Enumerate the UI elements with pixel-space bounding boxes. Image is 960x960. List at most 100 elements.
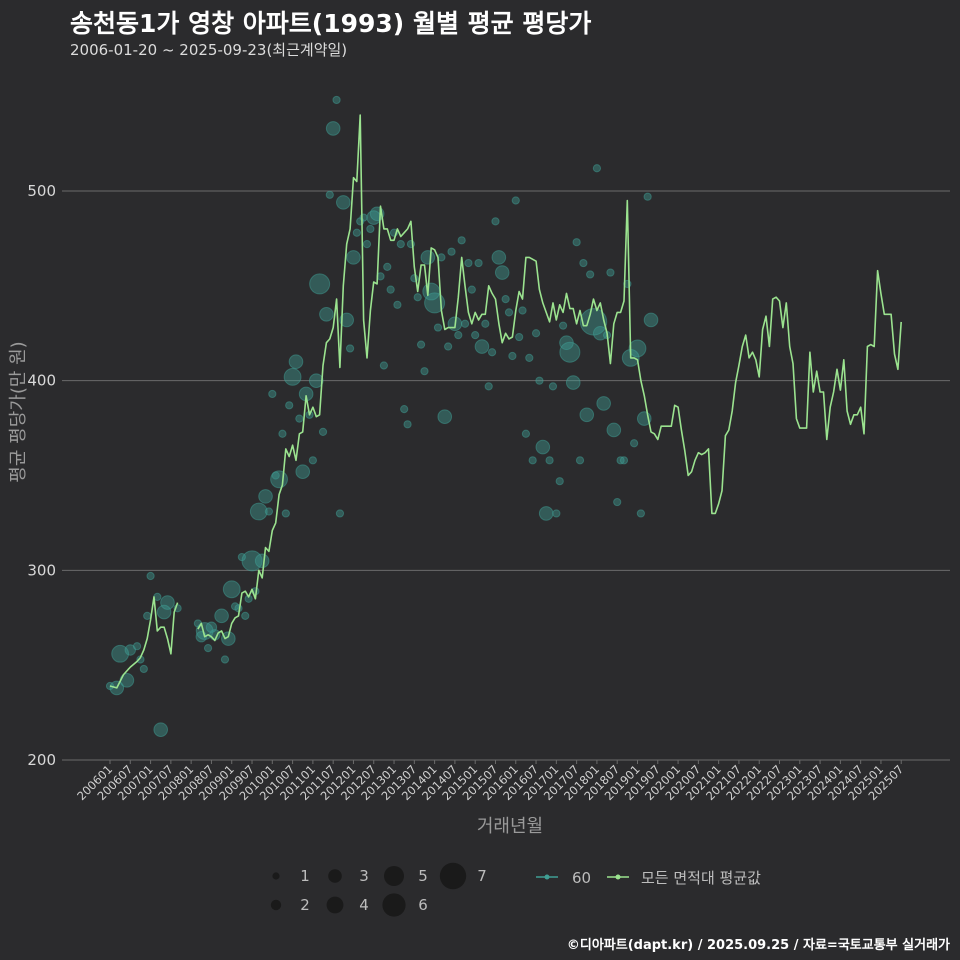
scatter-point [295, 464, 311, 480]
scatter-point [278, 429, 287, 438]
scatter-point [586, 270, 595, 279]
scatter-point [403, 420, 412, 429]
scatter-point [504, 308, 514, 317]
legend-series-60-point [544, 874, 550, 880]
scatter-point [491, 217, 500, 226]
scatter-point [383, 262, 392, 271]
scatter-point [308, 373, 324, 388]
scatter-point [416, 340, 426, 349]
y-axis-ticks: 200 300 400 500 [27, 182, 56, 769]
scatter-point [501, 295, 510, 304]
legend-size-marker [328, 869, 342, 883]
scatter-point [460, 319, 470, 328]
scatter-point [160, 595, 175, 610]
scatter-point [535, 439, 551, 455]
legend-size-label: 1 [300, 867, 310, 885]
legend-series-60-label: 60 [572, 869, 591, 887]
legend-size-label: 3 [359, 867, 369, 885]
scatter-point [548, 382, 558, 391]
scatter-point [559, 341, 581, 363]
scatter-point [538, 506, 554, 521]
scatter-point [295, 414, 304, 423]
scatter-point [264, 507, 274, 516]
scatter-point [319, 306, 334, 322]
scatter-point [525, 353, 534, 363]
scatter-point [643, 312, 659, 328]
legend-series-avg-label: 모든 면적대 평균값 [641, 869, 761, 887]
average-line [109, 596, 179, 689]
scatter-point [565, 375, 581, 390]
scatter-point [420, 367, 429, 376]
scatter-point [636, 509, 645, 518]
scatter-point [572, 238, 581, 247]
scatter-point [346, 250, 361, 265]
scatter-point [281, 509, 290, 518]
scatter-point [146, 571, 155, 581]
scatter-point [352, 228, 361, 237]
scatter-point [467, 285, 476, 294]
scatter-point [362, 240, 372, 249]
scatter-point [203, 643, 213, 653]
scatter-point [336, 195, 351, 210]
scatter-point [124, 644, 136, 656]
scatter-point [379, 361, 388, 370]
scatter-point [386, 285, 395, 294]
scatter-point [592, 164, 602, 173]
scatter-point [393, 300, 402, 309]
scatter-point [366, 224, 375, 234]
scatter-point [254, 553, 270, 569]
scatter-point [454, 331, 463, 340]
scatter-point [220, 655, 230, 664]
scatter-point [285, 401, 294, 410]
scatter-point [606, 268, 615, 277]
scatter-point [332, 95, 341, 105]
legend-size-label: 7 [477, 867, 487, 885]
chart-subtitle: 2006-01-20 ~ 2025-09-23(최근계약일) [70, 41, 348, 59]
scatter-point [535, 376, 544, 385]
y-tick-label: 500 [27, 182, 56, 200]
scatter-point [555, 477, 564, 486]
scatter-point [139, 664, 148, 674]
scatter-point [309, 273, 331, 295]
legend-size-marker [384, 866, 404, 886]
scatter-point [579, 258, 588, 268]
legend-size-label: 2 [300, 896, 310, 914]
scatter-point [345, 344, 355, 353]
scatter-point [444, 342, 453, 351]
scatter-point [515, 332, 524, 342]
scatter-point [420, 250, 436, 265]
scatter-point [474, 258, 483, 268]
scatter-point [258, 489, 273, 504]
scatter-point [241, 611, 250, 620]
scatter-point [433, 323, 443, 332]
scatter-point [494, 265, 510, 280]
scatter-point [518, 306, 527, 315]
legend: 1 2 3 4 5 6 7 60 모든 면적대 평균값 [270, 862, 761, 917]
scatter-point [396, 240, 405, 249]
scatter-point [579, 407, 595, 423]
scatter-point [143, 611, 152, 620]
scatter-point [487, 348, 497, 357]
scatter-point [268, 389, 277, 399]
legend-series-avg-point [615, 874, 621, 880]
scatter-point [325, 121, 341, 136]
scatter-point [606, 422, 622, 438]
y-axis-label: 평균 평당가(만 원) [8, 341, 29, 482]
scatter-point [464, 258, 473, 268]
scatter-point [424, 292, 446, 314]
scatter-point [619, 456, 629, 465]
legend-size-marker [326, 896, 344, 914]
legend-size-label: 6 [418, 896, 428, 914]
scatter-point [630, 439, 639, 448]
scatter-point [288, 354, 304, 370]
scatter-point [214, 608, 229, 624]
scatter-point [521, 429, 531, 438]
scatter-point [484, 382, 493, 391]
x-axis-label: 거래년월 [477, 816, 543, 837]
gridlines [62, 190, 950, 761]
scatter-point [221, 631, 236, 646]
x-axis-ticks: 2006012006072007012007072008012008072009… [74, 760, 906, 803]
scatter-point [156, 604, 172, 620]
scatter-point [552, 509, 561, 518]
